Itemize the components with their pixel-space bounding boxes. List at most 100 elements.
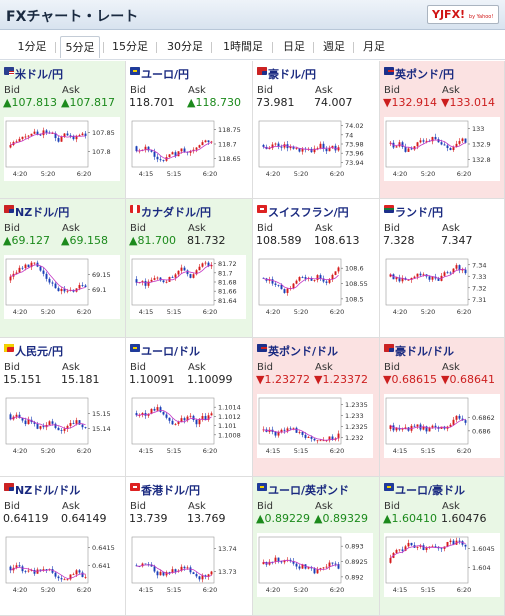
- rate-card[interactable]: 英ポンド/ドル Bid Ask ▼1.23272 ▼1.23372 1.2335 1.233…: [253, 338, 380, 477]
- candle-body: [449, 540, 452, 543]
- rate-card[interactable]: 米ドル/円 Bid Ask ▲107.813 ▲107.817 107.85 107.8 4:…: [0, 61, 126, 199]
- tab-4[interactable]: 30分足: [167, 40, 203, 53]
- tab-1[interactable]: 1分足: [17, 40, 47, 53]
- rate-chart[interactable]: 74.02 74 73.98 73.96 73.94 4:20 5:20 6:20: [257, 117, 373, 181]
- rate-chart[interactable]: 69.15 69.1 4:20 5:20 6:20: [4, 255, 120, 319]
- x-tick-label: 6:20: [203, 308, 218, 316]
- rate-card[interactable]: 人民元/円 Bid Ask 15.151 15.181 15.15 15.14 4:20 5:2…: [0, 338, 126, 477]
- candle-body: [437, 278, 440, 281]
- candle-body: [461, 138, 464, 142]
- rate-grid: 米ドル/円 Bid Ask ▲107.813 ▲107.817 107.85 107.8 4:…: [0, 61, 505, 616]
- tab-7[interactable]: 週足: [323, 40, 345, 53]
- y-tick-label: 118.65: [218, 155, 241, 163]
- candle-body: [295, 280, 298, 284]
- rate-card[interactable]: NZドル/円 Bid Ask ▲69.127 ▲69.158 69.15 69.1 4:20 5…: [0, 199, 126, 338]
- rate-chart[interactable]: 0.6862 0.686 4:15 5:15 6:20: [384, 394, 500, 458]
- candle-body: [69, 135, 72, 137]
- rate-chart[interactable]: 107.85 107.8 4:20 5:20 6:20: [4, 117, 120, 181]
- pair-name-link[interactable]: 香港ドル/円: [141, 484, 201, 497]
- bid-label: Bid: [384, 501, 400, 512]
- pair-name-link[interactable]: スイスフラン/円: [268, 206, 349, 219]
- eu-flag-icon: [384, 483, 394, 491]
- candle-body: [389, 557, 392, 563]
- candlestick-chart: 7.34 7.33 7.32 7.31 4:20 5:20 6:20: [385, 258, 486, 316]
- rate-card[interactable]: ユーロ/ドル Bid Ask 1.10091 1.10099 1.1014 1.1012 1.…: [126, 338, 253, 477]
- rate-card[interactable]: 香港ドル/円 Bid Ask 13.739 13.769 13.74 13.73 4:15 5:…: [126, 477, 253, 616]
- rate-chart[interactable]: 7.34 7.33 7.32 7.31 4:20 5:20 6:20: [384, 255, 500, 319]
- rate-chart[interactable]: 118.75 118.7 118.65 4:15 5:15 6:20: [130, 117, 246, 181]
- pair-name-link[interactable]: 米ドル/円: [15, 68, 64, 81]
- candle-body: [198, 576, 201, 580]
- pair-name-link[interactable]: ランド/円: [395, 206, 444, 219]
- candle-body: [304, 277, 307, 279]
- rate-chart[interactable]: 13.74 13.73 4:15 5:15 6:20: [130, 533, 246, 597]
- rate-chart[interactable]: 0.893 0.8925 0.892 4:20 5:20 6:20: [257, 533, 373, 597]
- yjfx-logo[interactable]: YJFX! by Yahoo!: [427, 5, 499, 24]
- candle-body: [413, 276, 416, 278]
- candle-body: [268, 561, 271, 565]
- rate-card[interactable]: ユーロ/英ポンド Bid Ask ▲0.89229 ▲0.89329 0.893 0.892…: [253, 477, 380, 616]
- rate-chart[interactable]: 133 132.9 132.8 4:20 5:20 6:20: [384, 117, 500, 181]
- rate-chart[interactable]: 15.15 15.14 4:20 5:20 6:20: [4, 394, 120, 458]
- rate-chart[interactable]: 1.6045 1.604 4:15 5:15 6:20: [384, 533, 500, 597]
- rate-chart[interactable]: 81.72 81.7 81.68 81.66 81.64 4:15 5:15 6:20: [130, 255, 246, 319]
- y-tick-label: 1.2335: [345, 401, 368, 409]
- pair-name-link[interactable]: 英ポンド/ドル: [268, 345, 339, 358]
- pair-name-link[interactable]: 人民元/円: [15, 345, 64, 358]
- ask-label: Ask: [62, 501, 80, 512]
- candle-body: [198, 266, 201, 271]
- tab-3[interactable]: 15分足: [112, 40, 148, 53]
- moving-average-line: [263, 274, 339, 290]
- pair-name-link[interactable]: カナダドル/円: [141, 206, 212, 219]
- bid-label: Bid: [4, 85, 20, 96]
- tab-separator: [211, 42, 212, 53]
- candle-body: [186, 416, 189, 421]
- candle-body: [319, 440, 322, 442]
- x-tick-label: 5:20: [294, 586, 309, 594]
- rate-card[interactable]: スイスフラン/円 Bid Ask 108.589 108.613 108.6 108.55 1…: [253, 199, 380, 338]
- rate-chart[interactable]: 108.6 108.55 108.5 4:20 5:20 6:20: [257, 255, 373, 319]
- pair-name-link[interactable]: ユーロ/ドル: [141, 345, 201, 358]
- rate-card[interactable]: ユーロ/豪ドル Bid Ask ▲1.60410 1.60476 1.6045 1.604 4…: [380, 477, 505, 616]
- candle-body: [395, 427, 398, 431]
- x-tick-label: 4:15: [139, 170, 154, 178]
- y-tick-label: 0.686: [472, 427, 491, 435]
- candle-body: [39, 426, 42, 429]
- rate-chart[interactable]: 0.6415 0.641 4:20 5:20 6:20: [4, 533, 120, 597]
- candle-body: [262, 562, 265, 565]
- rate-card[interactable]: 豪ドル/ドル Bid Ask ▼0.68615 ▼0.68641 0.6862 0.686 4…: [380, 338, 505, 477]
- pair-name-link[interactable]: ユーロ/豪ドル: [395, 484, 466, 497]
- ask-value: 74.007: [314, 96, 353, 109]
- pair-name-link[interactable]: 英ポンド/円: [395, 68, 455, 81]
- candle-body: [42, 569, 45, 571]
- rate-card[interactable]: カナダドル/円 Bid Ask ▲81.700 81.732 81.72 81.7 81.68…: [126, 199, 253, 338]
- tab-5[interactable]: 1時間足: [223, 40, 263, 53]
- candle-body: [180, 267, 183, 271]
- bid-value: 118.701: [129, 96, 175, 109]
- candle-body: [289, 559, 292, 562]
- ask-label: Ask: [62, 85, 80, 96]
- candle-body: [428, 276, 431, 280]
- pair-name-link[interactable]: ユーロ/英ポンド: [268, 484, 350, 497]
- tab-6[interactable]: 日足: [283, 40, 305, 53]
- pair-name-link[interactable]: NZドル/円: [15, 206, 70, 219]
- pair-name-link[interactable]: ユーロ/円: [141, 68, 190, 81]
- gb-flag-icon: [257, 344, 267, 352]
- rate-chart[interactable]: 1.2335 1.233 1.2325 1.232 4:15 5:15 6:20: [257, 394, 373, 458]
- ask-value: ▲0.89329: [314, 512, 368, 525]
- pair-name-link[interactable]: 豪ドル/ドル: [395, 345, 455, 358]
- rate-chart[interactable]: 1.1014 1.1012 1.101 1.1008 4:15 5:15 6:20: [130, 394, 246, 458]
- tab-2[interactable]: 5分足: [60, 36, 100, 58]
- rate-card[interactable]: 英ポンド/円 Bid Ask ▼132.914 ▼133.014 133 132.9 132.…: [380, 61, 505, 199]
- candle-body: [283, 429, 286, 431]
- candle-body: [280, 284, 283, 290]
- pair-name-link[interactable]: NZドル/ドル: [15, 484, 81, 497]
- rate-card[interactable]: ランド/円 Bid Ask 7.328 7.347 7.34 7.33 7.32 7.31 4:2…: [380, 199, 505, 338]
- candle-body: [458, 540, 461, 542]
- tab-8[interactable]: 月足: [363, 40, 385, 53]
- candle-body: [135, 279, 138, 283]
- rate-card[interactable]: 豪ドル/円 Bid Ask 73.981 74.007 74.02 74 73.98 73.96…: [253, 61, 380, 199]
- rate-card[interactable]: NZドル/ドル Bid Ask 0.64119 0.64149 0.6415 0.641 4:…: [0, 477, 126, 616]
- rate-card[interactable]: ユーロ/円 Bid Ask 118.701 ▲118.730 118.75 118.7 118…: [126, 61, 253, 199]
- pair-name-link[interactable]: 豪ドル/円: [268, 68, 317, 81]
